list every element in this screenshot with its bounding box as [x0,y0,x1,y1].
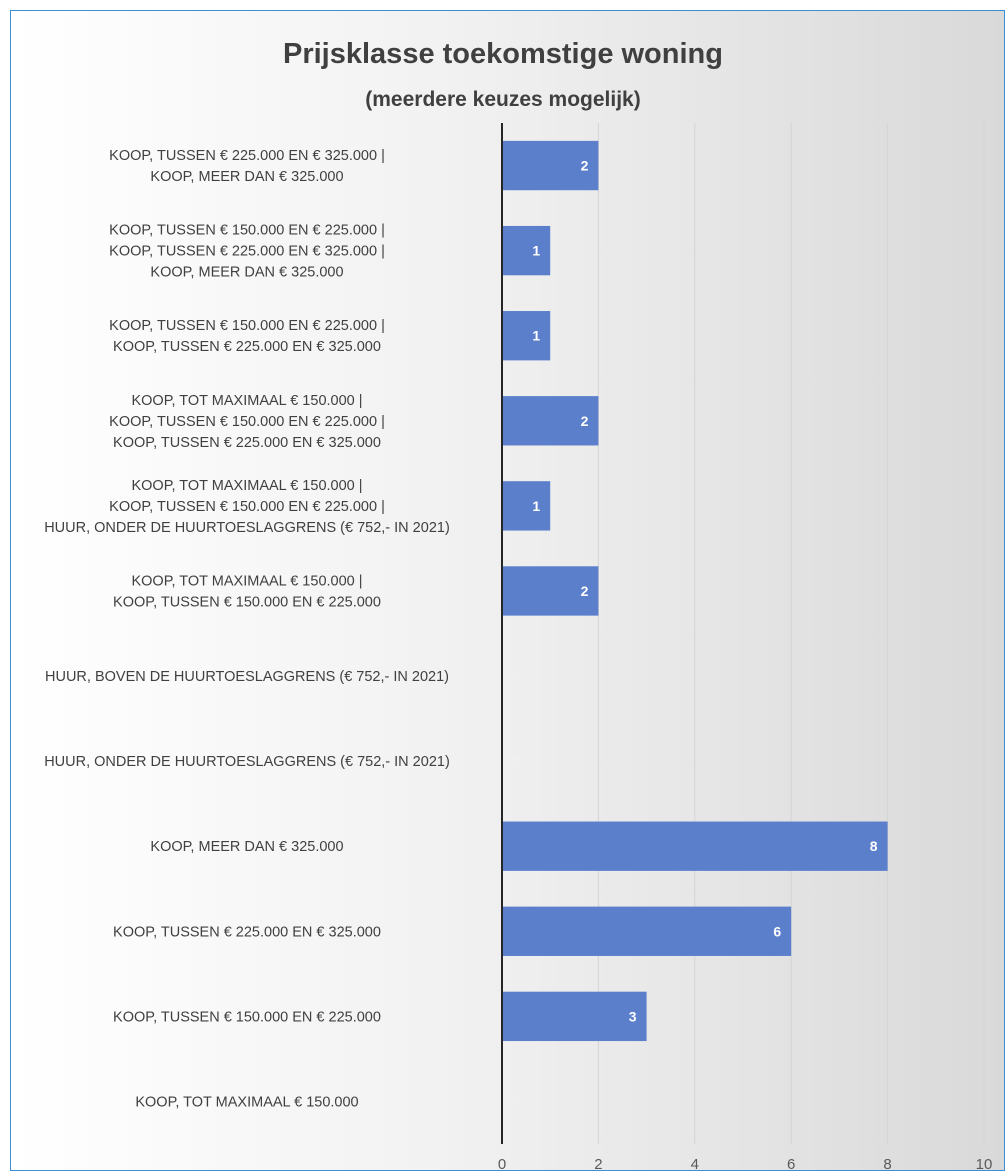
category-label: KOOP, TUSSEN € 150.000 EN € 225.000 | KOO… [109,223,385,281]
category-label: KOOP, TOT MAXIMAAL € 150.000 | KOOP, TUSS… [44,478,450,536]
gridlines [597,123,985,1144]
bar [502,311,551,361]
category-label: KOOP, MEER DAN € 325.000 [150,839,343,855]
x-tick-labels: 0 2 4 6 8 10 [498,1156,993,1172]
bar [502,906,792,956]
data-label: 8 [870,838,878,854]
data-label: 3 [629,1008,637,1024]
data-label: 1 [532,328,540,344]
data-label: 0 [512,753,520,769]
x-tick-label: 0 [498,1156,506,1172]
bars: 2 1 1 2 1 2 0 0 8 6 3 0 [502,140,888,1109]
category-label: HUUR, ONDER DE HUURTOESLAGGRENS (€ 752,-… [44,754,450,770]
bar [502,566,599,616]
chart-frame: Prijsklasse toekomstige woning (meerdere… [10,10,1005,1172]
data-label: 6 [773,923,781,939]
bar [502,991,647,1042]
x-tick-label: 8 [883,1156,891,1172]
category-label: KOOP, TUSSEN € 150.000 EN € 225.000 | KOO… [109,318,385,355]
bar-chart: Prijsklasse toekomstige woning (meerdere… [44,38,993,1172]
data-label: 2 [581,413,589,429]
data-label: 2 [581,583,589,599]
category-label: KOOP, TOT MAXIMAAL € 150.000 | KOOP, TUSS… [113,573,381,610]
data-label: 1 [532,498,540,514]
bar [502,140,599,191]
category-label: KOOP, TOT MAXIMAAL € 150.000 | KOOP, TUSS… [109,393,385,451]
x-tick-label: 10 [976,1156,993,1172]
bar [502,396,599,446]
x-tick-label: 6 [787,1156,795,1172]
data-label: 0 [512,668,520,684]
category-label: HUUR, BOVEN DE HUURTOESLAGGRENS (€ 752,-… [45,669,449,685]
x-tick-label: 2 [594,1156,602,1172]
bar [502,225,551,276]
data-label: 1 [532,243,540,259]
chart-subtitle: (meerdere keuzes mogelijk) [365,88,640,111]
category-label: KOOP, TUSSEN € 225.000 EN € 325.000 | KOO… [109,148,385,185]
bar [502,481,551,531]
x-tick-label: 4 [691,1156,699,1172]
category-label: KOOP, TOT MAXIMAAL € 150.000 [135,1094,358,1110]
category-labels: KOOP, TUSSEN € 225.000 EN € 325.000 | KOO… [44,148,450,1110]
data-label: 2 [581,158,589,174]
category-label: KOOP, TUSSEN € 150.000 EN € 225.000 [113,1009,381,1025]
data-label: 0 [512,1093,520,1109]
category-label: KOOP, TUSSEN € 225.000 EN € 325.000 [113,924,381,940]
bar [502,821,888,871]
chart-title: Prijsklasse toekomstige woning [283,38,723,70]
